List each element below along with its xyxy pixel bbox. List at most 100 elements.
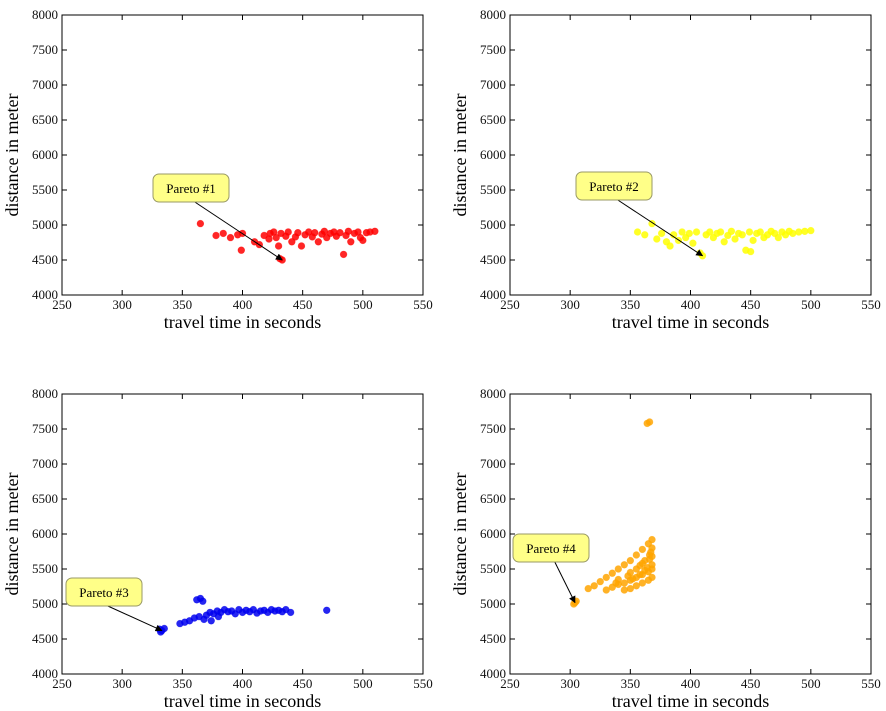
y-tick-label: 6000 <box>480 147 506 162</box>
data-point <box>795 228 803 236</box>
data-point <box>274 242 283 250</box>
x-tick-label: 250 <box>500 676 520 691</box>
data-point <box>596 577 604 586</box>
data-point <box>731 235 739 243</box>
y-tick-label: 7500 <box>480 42 506 57</box>
y-tick-label: 6500 <box>480 112 506 127</box>
data-point <box>359 236 367 245</box>
plot-frame <box>509 14 872 296</box>
data-point <box>678 228 686 236</box>
data-point <box>643 563 651 572</box>
data-point <box>647 548 655 556</box>
data-point <box>685 229 693 238</box>
y-axis-title: distance in meter <box>450 473 470 596</box>
data-point <box>774 233 783 242</box>
x-tick-label: 400 <box>233 676 253 691</box>
data-point <box>638 579 647 587</box>
data-point <box>666 242 674 250</box>
data-point <box>716 228 725 236</box>
data-point <box>590 582 598 590</box>
x-tick-label: 300 <box>112 676 132 691</box>
annotation-arrow <box>617 199 704 257</box>
data-point <box>297 242 306 250</box>
y-tick-label: 7500 <box>32 42 58 57</box>
x-tick-label: 400 <box>233 297 253 312</box>
data-point <box>207 617 215 625</box>
y-tick-label: 6500 <box>32 491 58 506</box>
scatter-panel-2: 250 300 350 400 450 500 550 4000 4500 5000 5500 600… <box>450 7 881 332</box>
data-point <box>288 238 296 246</box>
data-point <box>629 575 637 583</box>
annotation-label: Pareto #1 <box>166 181 215 196</box>
data-point <box>746 247 755 256</box>
x-tick-label: 250 <box>500 297 520 312</box>
data-point <box>626 556 635 565</box>
x-tick-label: 350 <box>621 297 641 312</box>
data-point <box>614 565 622 573</box>
y-tick-label: 4500 <box>480 252 506 267</box>
data-point <box>612 579 620 587</box>
annotation-arrow <box>107 605 163 632</box>
data-point <box>692 228 701 236</box>
annotation-label: Pareto #4 <box>526 541 576 556</box>
y-tick-label: 6500 <box>32 112 58 127</box>
data-point <box>602 573 610 582</box>
y-tick-label: 5500 <box>32 561 58 576</box>
y-tick-label: 8000 <box>32 7 58 22</box>
data-point <box>570 600 578 608</box>
y-tick-label: 4000 <box>480 666 506 681</box>
data-point <box>807 226 815 235</box>
x-tick-label: 550 <box>861 297 881 312</box>
data-point <box>632 551 641 559</box>
data-point <box>294 229 302 237</box>
y-tick-label: 7000 <box>480 77 506 92</box>
y-tick-label: 5500 <box>480 561 506 576</box>
data-point <box>286 608 295 617</box>
data-point <box>339 250 348 259</box>
x-axis-title: travel time in seconds <box>612 312 769 332</box>
data-point <box>801 227 809 236</box>
y-tick-label: 5000 <box>32 596 58 611</box>
data-point <box>620 586 629 594</box>
y-tick-label: 4500 <box>480 631 506 646</box>
data-point <box>638 559 647 568</box>
x-tick-label: 550 <box>861 676 881 691</box>
data-point <box>698 252 707 260</box>
y-tick-label: 5000 <box>480 217 506 232</box>
y-tick-label: 8000 <box>32 386 58 401</box>
data-point <box>602 586 610 594</box>
data-point <box>738 231 746 239</box>
data-point <box>689 239 697 247</box>
annotation-label: Pareto #3 <box>79 585 128 600</box>
data-point <box>284 228 292 236</box>
data-point <box>657 229 666 238</box>
annotation-label: Pareto #2 <box>589 179 638 194</box>
data-point <box>756 228 764 236</box>
annotation-arrow <box>194 201 283 261</box>
data-point <box>214 612 223 621</box>
data-point <box>584 584 592 593</box>
data-point <box>638 545 647 554</box>
x-tick-label: 350 <box>173 676 193 691</box>
y-tick-label: 7000 <box>32 456 58 471</box>
annotation-box <box>65 577 143 607</box>
data-point <box>196 219 205 228</box>
data-point <box>371 227 379 236</box>
y-tick-label: 4000 <box>32 666 58 681</box>
data-point <box>636 570 644 579</box>
data-point <box>653 235 661 243</box>
data-point <box>347 238 355 246</box>
y-tick-label: 6000 <box>480 526 506 541</box>
y-tick-label: 8000 <box>480 7 506 22</box>
x-tick-label: 300 <box>560 297 580 312</box>
x-tick-label: 450 <box>293 676 313 691</box>
y-tick-label: 5500 <box>480 182 506 197</box>
x-tick-label: 300 <box>560 676 580 691</box>
y-tick-label: 4500 <box>32 631 58 646</box>
data-point <box>632 582 641 590</box>
data-point <box>620 561 629 569</box>
y-tick-label: 4000 <box>480 287 506 302</box>
data-point <box>648 535 656 544</box>
data-point <box>272 233 280 242</box>
y-tick-label: 8000 <box>480 386 506 401</box>
